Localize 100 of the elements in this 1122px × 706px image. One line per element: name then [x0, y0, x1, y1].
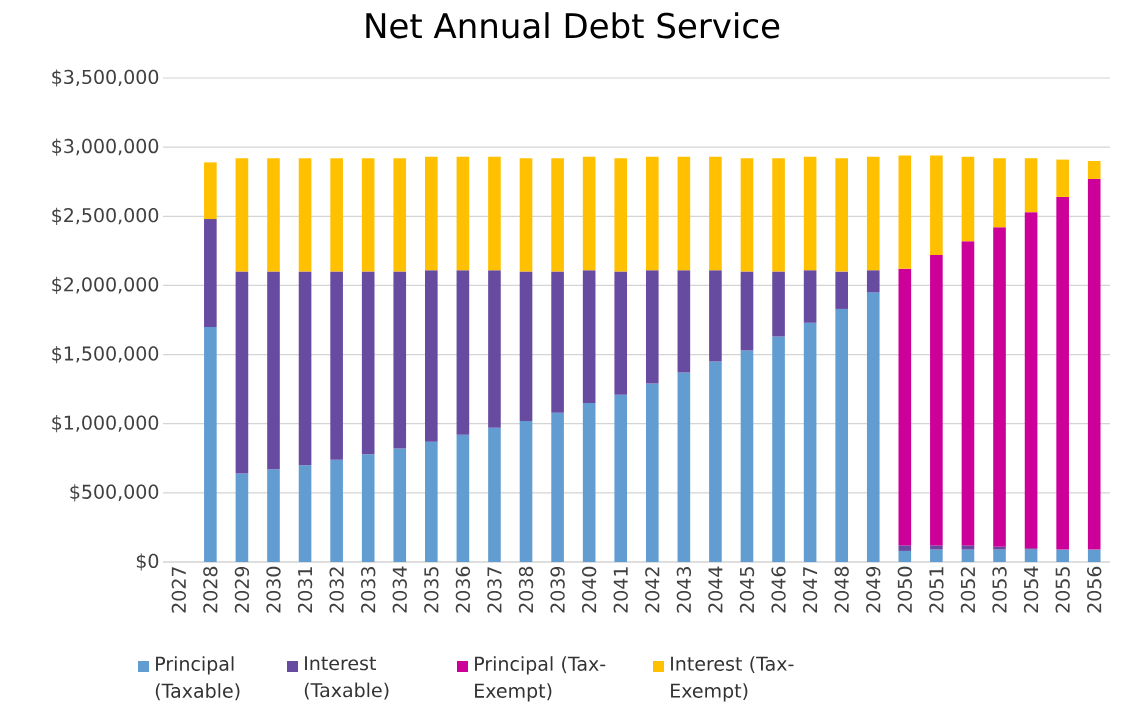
x-tick-label: 2050 — [897, 566, 912, 613]
bar — [898, 155, 912, 269]
bar — [204, 219, 217, 327]
bar — [993, 158, 1006, 228]
bar — [709, 270, 722, 362]
x-tick-label: 2049 — [866, 566, 881, 613]
bar — [298, 271, 312, 466]
legend-label: Principal (Tax-Exempt) — [475, 656, 606, 702]
bar — [898, 545, 912, 551]
bar — [803, 270, 817, 323]
bar — [551, 271, 564, 413]
bar — [866, 156, 880, 271]
x-tick-label: 2048 — [834, 566, 849, 613]
bar — [204, 162, 217, 220]
y-tick-label: $1,000,000 — [52, 415, 159, 433]
bar — [930, 549, 943, 562]
bar — [582, 402, 596, 562]
bar — [961, 545, 975, 550]
bar — [677, 156, 691, 271]
bar — [930, 545, 943, 550]
y-tick-label: $2,500,000 — [52, 207, 159, 225]
chart-title: Net Annual Debt Service — [366, 12, 780, 39]
bar — [614, 394, 628, 562]
bar — [1024, 212, 1038, 549]
bar — [993, 227, 1006, 547]
bar — [519, 420, 533, 562]
bar — [740, 158, 754, 272]
bar — [993, 546, 1006, 550]
bar — [1087, 178, 1101, 550]
bar — [298, 465, 312, 562]
x-tick-label: 2044 — [708, 566, 723, 613]
bar — [961, 549, 975, 562]
x-tick-label: 2055 — [1055, 567, 1070, 613]
bar — [235, 158, 249, 272]
bar — [1024, 158, 1038, 213]
bar — [361, 158, 375, 272]
bar — [551, 412, 564, 562]
bar — [772, 158, 785, 272]
bar — [1056, 549, 1069, 562]
bar — [393, 158, 407, 272]
x-tick-label: 2051 — [929, 567, 944, 613]
bar — [582, 270, 596, 403]
x-tick-label: 2052 — [960, 567, 976, 613]
bar — [772, 271, 785, 337]
bar — [1056, 159, 1069, 197]
legend-label: Interest (Tax-Exempt) — [671, 656, 794, 702]
x-tick-label: 2053 — [992, 567, 1007, 613]
bar — [709, 156, 722, 271]
y-tick-label: $1,500,000 — [52, 345, 159, 364]
bar — [614, 158, 628, 272]
bar — [519, 158, 533, 272]
bar — [361, 271, 375, 455]
bar — [961, 156, 975, 242]
bar — [740, 271, 754, 351]
x-tick-label: 2046 — [771, 566, 786, 613]
x-tick-label: 2040 — [581, 566, 597, 613]
x-tick-label: 2029 — [234, 566, 250, 613]
bar — [488, 156, 501, 271]
bar — [645, 270, 659, 384]
y-tick-label: $3,000,000 — [52, 138, 159, 156]
bar — [740, 350, 754, 562]
bar — [930, 255, 943, 546]
bar — [235, 271, 249, 474]
x-tick-label: 2036 — [455, 566, 471, 613]
x-tick-label: 2054 — [1023, 566, 1039, 613]
x-tick-label: 2027 — [171, 567, 186, 613]
y-tick-label: $0 — [136, 553, 159, 571]
bar — [866, 270, 880, 293]
y-tick-label: $3,500,000 — [52, 69, 159, 87]
bar — [645, 156, 659, 271]
bar — [1056, 196, 1069, 550]
bar — [267, 271, 280, 470]
legend-label: Interest (Taxable) — [304, 656, 389, 700]
x-tick-label: 2038 — [518, 566, 534, 613]
bar — [835, 271, 848, 309]
x-tick-label: 2034 — [392, 566, 407, 613]
bar — [582, 156, 596, 271]
bar — [1087, 160, 1101, 179]
legend-label: Principal (Taxable) — [155, 656, 240, 701]
bar — [645, 383, 659, 562]
bar — [456, 156, 470, 271]
bar — [393, 271, 407, 449]
bar — [772, 336, 785, 562]
x-tick-label: 2028 — [203, 566, 218, 613]
bar — [551, 158, 564, 272]
bar — [267, 469, 280, 562]
bar — [993, 549, 1006, 562]
bar — [330, 459, 343, 562]
x-tick-label: 2045 — [739, 567, 755, 613]
x-tick-label: 2031 — [297, 567, 313, 613]
bar — [803, 322, 817, 562]
x-tick-label: 2033 — [361, 567, 376, 613]
bar — [803, 156, 817, 271]
bar — [235, 473, 249, 562]
bar — [1024, 549, 1038, 562]
y-tick-label: $500,000 — [70, 484, 159, 502]
bar — [298, 158, 312, 272]
bar — [835, 158, 848, 272]
bar — [488, 427, 501, 562]
bar — [677, 372, 691, 562]
